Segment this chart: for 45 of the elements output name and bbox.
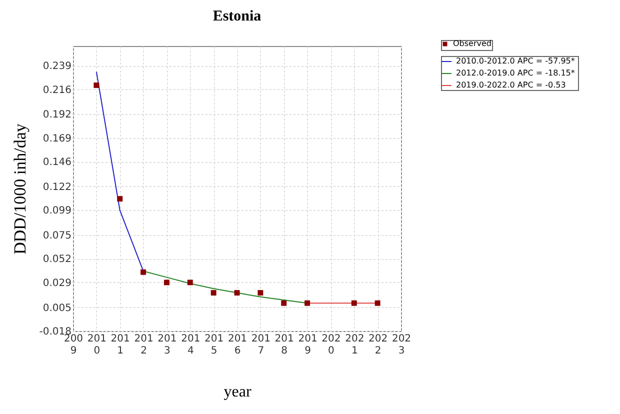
- x-tick-label: 202 2: [368, 334, 388, 356]
- x-tick-label: 201 0: [87, 334, 106, 356]
- x-tick-label: 202 0: [322, 334, 341, 356]
- x-tick-label: 201 1: [110, 334, 130, 356]
- y-tick-label: 0.052: [42, 254, 72, 266]
- x-tick-label: 201 8: [274, 334, 294, 356]
- y-tick-label: 0.239: [42, 61, 72, 72]
- legend-label: 2010.0-2012.0 APC = -57.95*: [456, 56, 575, 66]
- point: [234, 290, 240, 296]
- point: [140, 269, 146, 275]
- point: [304, 300, 310, 306]
- point: [164, 280, 170, 286]
- point: [94, 82, 100, 88]
- x-tick-label: 201 7: [251, 334, 270, 356]
- x-axis-title: year: [224, 384, 252, 400]
- x-tick-label: 201 3: [158, 334, 177, 356]
- legend-label: Observed: [453, 39, 492, 48]
- y-tick-label: 0.169: [42, 133, 72, 144]
- point: [210, 290, 216, 296]
- point: [187, 280, 193, 286]
- point: [351, 300, 357, 306]
- y-axis-title: DDD/1000 inh/day: [10, 123, 30, 254]
- y-tick-label: 0.005: [42, 302, 72, 314]
- y-tick-label: 0.029: [42, 278, 72, 289]
- x-tick-label: 201 5: [204, 334, 224, 356]
- y-tick-label: 0.122: [42, 182, 72, 193]
- y-tick-label: 0.075: [42, 230, 72, 242]
- y-tick-label: 0.146: [42, 157, 72, 168]
- x-tick-label: 200 9: [64, 334, 84, 356]
- y-tick-label: 0.099: [42, 206, 72, 217]
- x-tick-label: 201 6: [228, 334, 248, 356]
- point: [117, 196, 123, 202]
- x-tick-label: 201 9: [298, 334, 318, 356]
- x-tick-label: 202 3: [392, 334, 412, 356]
- point: [374, 300, 380, 306]
- point: [281, 300, 287, 306]
- x-tick-label: 202 1: [345, 334, 364, 356]
- y-tick-label: 0.216: [42, 84, 72, 96]
- chart-title: Estonia: [212, 8, 262, 24]
- y-tick-label: 0.192: [42, 110, 72, 121]
- point: [258, 290, 264, 296]
- legend-label: 2019.0-2022.0 APC = -0.53: [456, 80, 566, 90]
- legend-label: 2012.0-2019.0 APC = -18.15*: [456, 68, 575, 78]
- x-tick-label: 201 4: [181, 334, 200, 356]
- x-tick-label: 201 2: [134, 334, 154, 356]
